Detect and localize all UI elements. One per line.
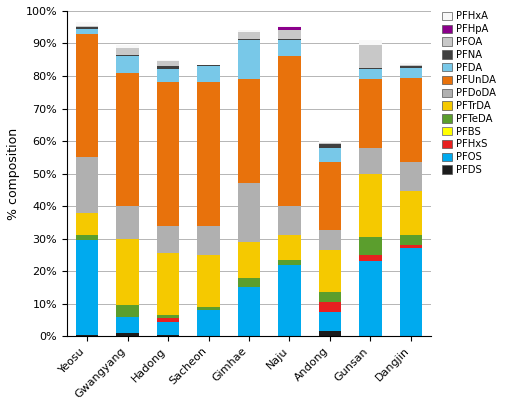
Bar <box>197 310 220 336</box>
Bar <box>76 26 98 27</box>
Bar <box>400 65 422 66</box>
Bar <box>197 66 220 83</box>
Bar <box>400 78 422 162</box>
Bar <box>157 322 179 335</box>
Bar <box>400 162 422 191</box>
Bar <box>157 335 179 336</box>
Bar <box>238 183 260 242</box>
Bar <box>359 79 382 147</box>
Bar <box>238 32 260 39</box>
Bar <box>319 142 341 144</box>
Bar <box>400 66 422 68</box>
Bar <box>238 40 260 79</box>
Bar <box>238 31 260 32</box>
Bar <box>76 27 98 29</box>
Bar <box>319 312 341 331</box>
Bar <box>117 317 139 333</box>
Bar <box>117 48 139 55</box>
Bar <box>117 333 139 336</box>
Bar <box>400 191 422 235</box>
Bar <box>278 265 300 336</box>
Bar <box>76 29 98 34</box>
Bar <box>117 57 139 73</box>
Bar <box>319 147 341 162</box>
Bar <box>319 331 341 336</box>
Bar <box>157 318 179 322</box>
Bar <box>76 240 98 335</box>
Bar <box>117 55 139 57</box>
Bar <box>359 45 382 68</box>
Bar <box>278 31 300 39</box>
Bar <box>319 302 341 312</box>
Bar <box>278 26 300 27</box>
Bar <box>117 45 139 48</box>
Bar <box>319 144 341 147</box>
Bar <box>197 65 220 66</box>
Bar <box>278 260 300 265</box>
Bar <box>157 60 179 61</box>
Bar <box>278 27 300 31</box>
Bar <box>400 63 422 65</box>
Bar <box>278 206 300 235</box>
Bar <box>359 173 382 237</box>
Bar <box>319 230 341 250</box>
Bar <box>400 235 422 245</box>
Y-axis label: % composition: % composition <box>7 127 20 220</box>
Bar <box>76 212 98 235</box>
Bar <box>197 307 220 310</box>
Bar <box>319 292 341 302</box>
Bar <box>197 225 220 255</box>
Bar <box>400 245 422 248</box>
Legend: PFHxA, PFHpA, PFOA, PFNA, PFDA, PFUnDA, PFDoDA, PFTrDA, PFTeDA, PFBS, PFHxS, PFO: PFHxA, PFHpA, PFOA, PFNA, PFDA, PFUnDA, … <box>440 9 498 177</box>
Bar <box>359 261 382 336</box>
Bar <box>197 83 220 225</box>
Bar <box>238 79 260 183</box>
Bar <box>117 305 139 317</box>
Bar <box>157 70 179 83</box>
Bar <box>359 70 382 79</box>
Bar <box>278 39 300 40</box>
Bar <box>319 250 341 292</box>
Bar <box>238 39 260 40</box>
Bar <box>157 315 179 318</box>
Bar <box>238 242 260 278</box>
Bar <box>76 157 98 212</box>
Bar <box>76 335 98 336</box>
Bar <box>197 255 220 307</box>
Bar <box>278 57 300 206</box>
Bar <box>359 255 382 261</box>
Bar <box>76 22 98 26</box>
Bar <box>76 34 98 157</box>
Bar <box>157 66 179 70</box>
Bar <box>319 162 341 230</box>
Bar <box>238 287 260 336</box>
Bar <box>157 83 179 225</box>
Bar <box>278 40 300 57</box>
Bar <box>238 278 260 287</box>
Bar <box>319 141 341 142</box>
Bar <box>400 248 422 336</box>
Bar <box>157 225 179 253</box>
Bar <box>117 206 139 239</box>
Bar <box>400 68 422 78</box>
Bar <box>359 68 382 70</box>
Bar <box>359 40 382 45</box>
Bar <box>76 235 98 240</box>
Bar <box>157 253 179 315</box>
Bar <box>359 237 382 255</box>
Bar <box>117 73 139 206</box>
Bar <box>157 61 179 66</box>
Bar <box>117 239 139 305</box>
Bar <box>359 147 382 173</box>
Bar <box>278 235 300 260</box>
